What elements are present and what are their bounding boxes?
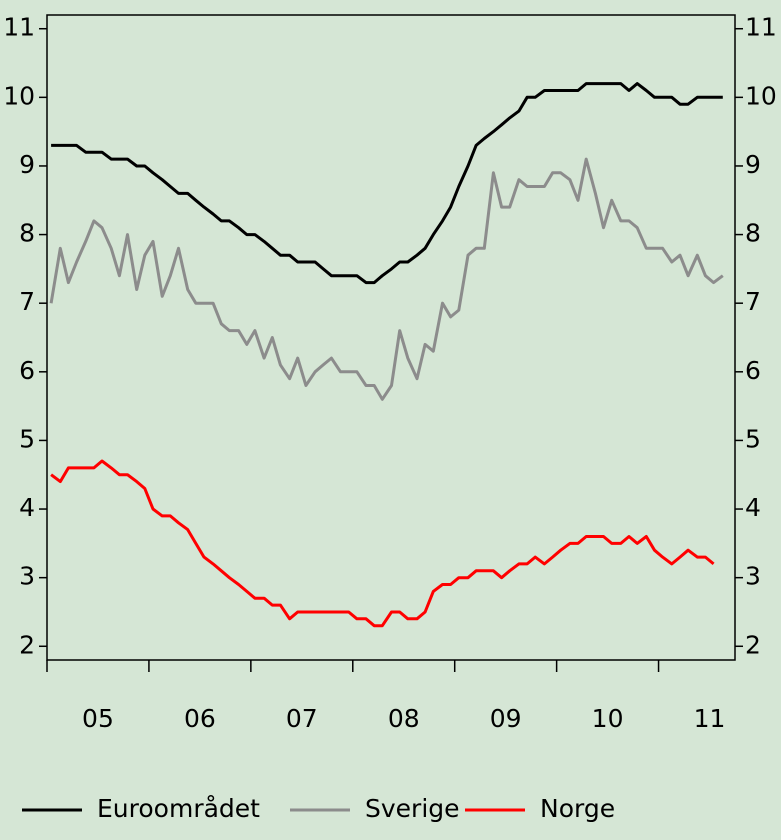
legend-label: Sverige [365,794,460,823]
x-tick-label: 06 [184,704,216,733]
y2-tick-label: 9 [745,150,761,179]
series-line [50,459,715,628]
y-tick-label: 8 [19,219,35,248]
plot-frame [46,14,736,661]
x-tick-label: 05 [82,704,114,733]
y2-tick-label: 4 [745,493,761,522]
y-tick-label: 3 [19,562,35,591]
legend-label: Euroområdet [97,794,260,823]
legend-label: Norge [540,794,615,823]
y-tick-label: 6 [19,356,35,385]
y2-tick-label: 10 [745,81,777,110]
y2-tick-label: 2 [745,630,761,659]
y-tick-label: 4 [19,493,35,522]
y-tick-label: 5 [19,424,35,453]
y2-tick-label: 6 [745,356,761,385]
y2-tick-label: 11 [745,13,777,42]
y-tick-label: 9 [19,150,35,179]
y2-tick-label: 5 [745,424,761,453]
y-tick-label: 10 [3,81,35,110]
y-tick-label: 11 [3,13,35,42]
x-tick-label: 10 [592,704,624,733]
y-tick-label: 7 [19,287,35,316]
y-tick-label: 2 [19,630,35,659]
y2-tick-label: 7 [745,287,761,316]
x-tick-label: 08 [388,704,420,733]
series-line [51,82,723,285]
x-tick-label: 07 [286,704,318,733]
y2-tick-label: 8 [745,219,761,248]
series-line [49,157,724,401]
x-tick-label: 11 [694,704,726,733]
x-tick-label: 09 [490,704,522,733]
y2-tick-label: 3 [745,562,761,591]
